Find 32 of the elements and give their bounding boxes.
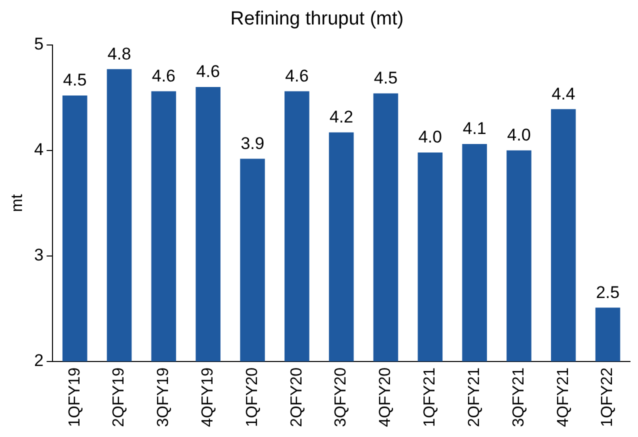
x-tick-label: 4QFY19 (200, 367, 216, 428)
x-tick-label: 1QFY19 (66, 367, 84, 428)
x-tick-label: 3QFY19 (155, 367, 172, 428)
y-axis-title: mt (9, 194, 26, 212)
data-label: 4.2 (330, 108, 354, 127)
data-label: 2.5 (596, 282, 620, 302)
x-tick-label: 1QFY20 (244, 367, 261, 428)
y-tick-label: 2 (34, 351, 44, 370)
x-tick-label: 2QFY21 (466, 367, 483, 428)
x-tick-label: 3QFY20 (332, 367, 350, 428)
x-tick-label: 3QFY21 (510, 367, 528, 428)
data-label: 4.0 (507, 126, 531, 145)
data-label: 3.9 (240, 134, 264, 153)
y-tick-label: 5 (34, 34, 44, 54)
x-tick-label: 4QFY21 (554, 367, 572, 428)
x-tick-label: 2QFY20 (288, 367, 306, 428)
data-label: 4.4 (552, 84, 576, 104)
data-label: 4.8 (107, 44, 132, 64)
x-tick-label: 1QFY21 (422, 367, 439, 428)
y-tick-label: 3 (34, 246, 44, 265)
data-label: 4.5 (63, 70, 87, 90)
x-tick-label: 4QFY20 (377, 367, 394, 428)
y-tick-label: 4 (34, 140, 44, 160)
x-tick-label: 2QFY19 (110, 367, 128, 428)
data-label: 4.6 (285, 66, 309, 86)
data-label: 4.6 (152, 66, 176, 86)
chart-title: Refining thruput (mt) (230, 8, 404, 30)
data-label: 4.1 (462, 119, 486, 138)
data-label: 4.0 (418, 128, 442, 147)
data-label: 4.5 (374, 68, 398, 88)
data-label: 4.6 (196, 62, 220, 82)
x-tick-label: 1QFY22 (599, 367, 616, 428)
